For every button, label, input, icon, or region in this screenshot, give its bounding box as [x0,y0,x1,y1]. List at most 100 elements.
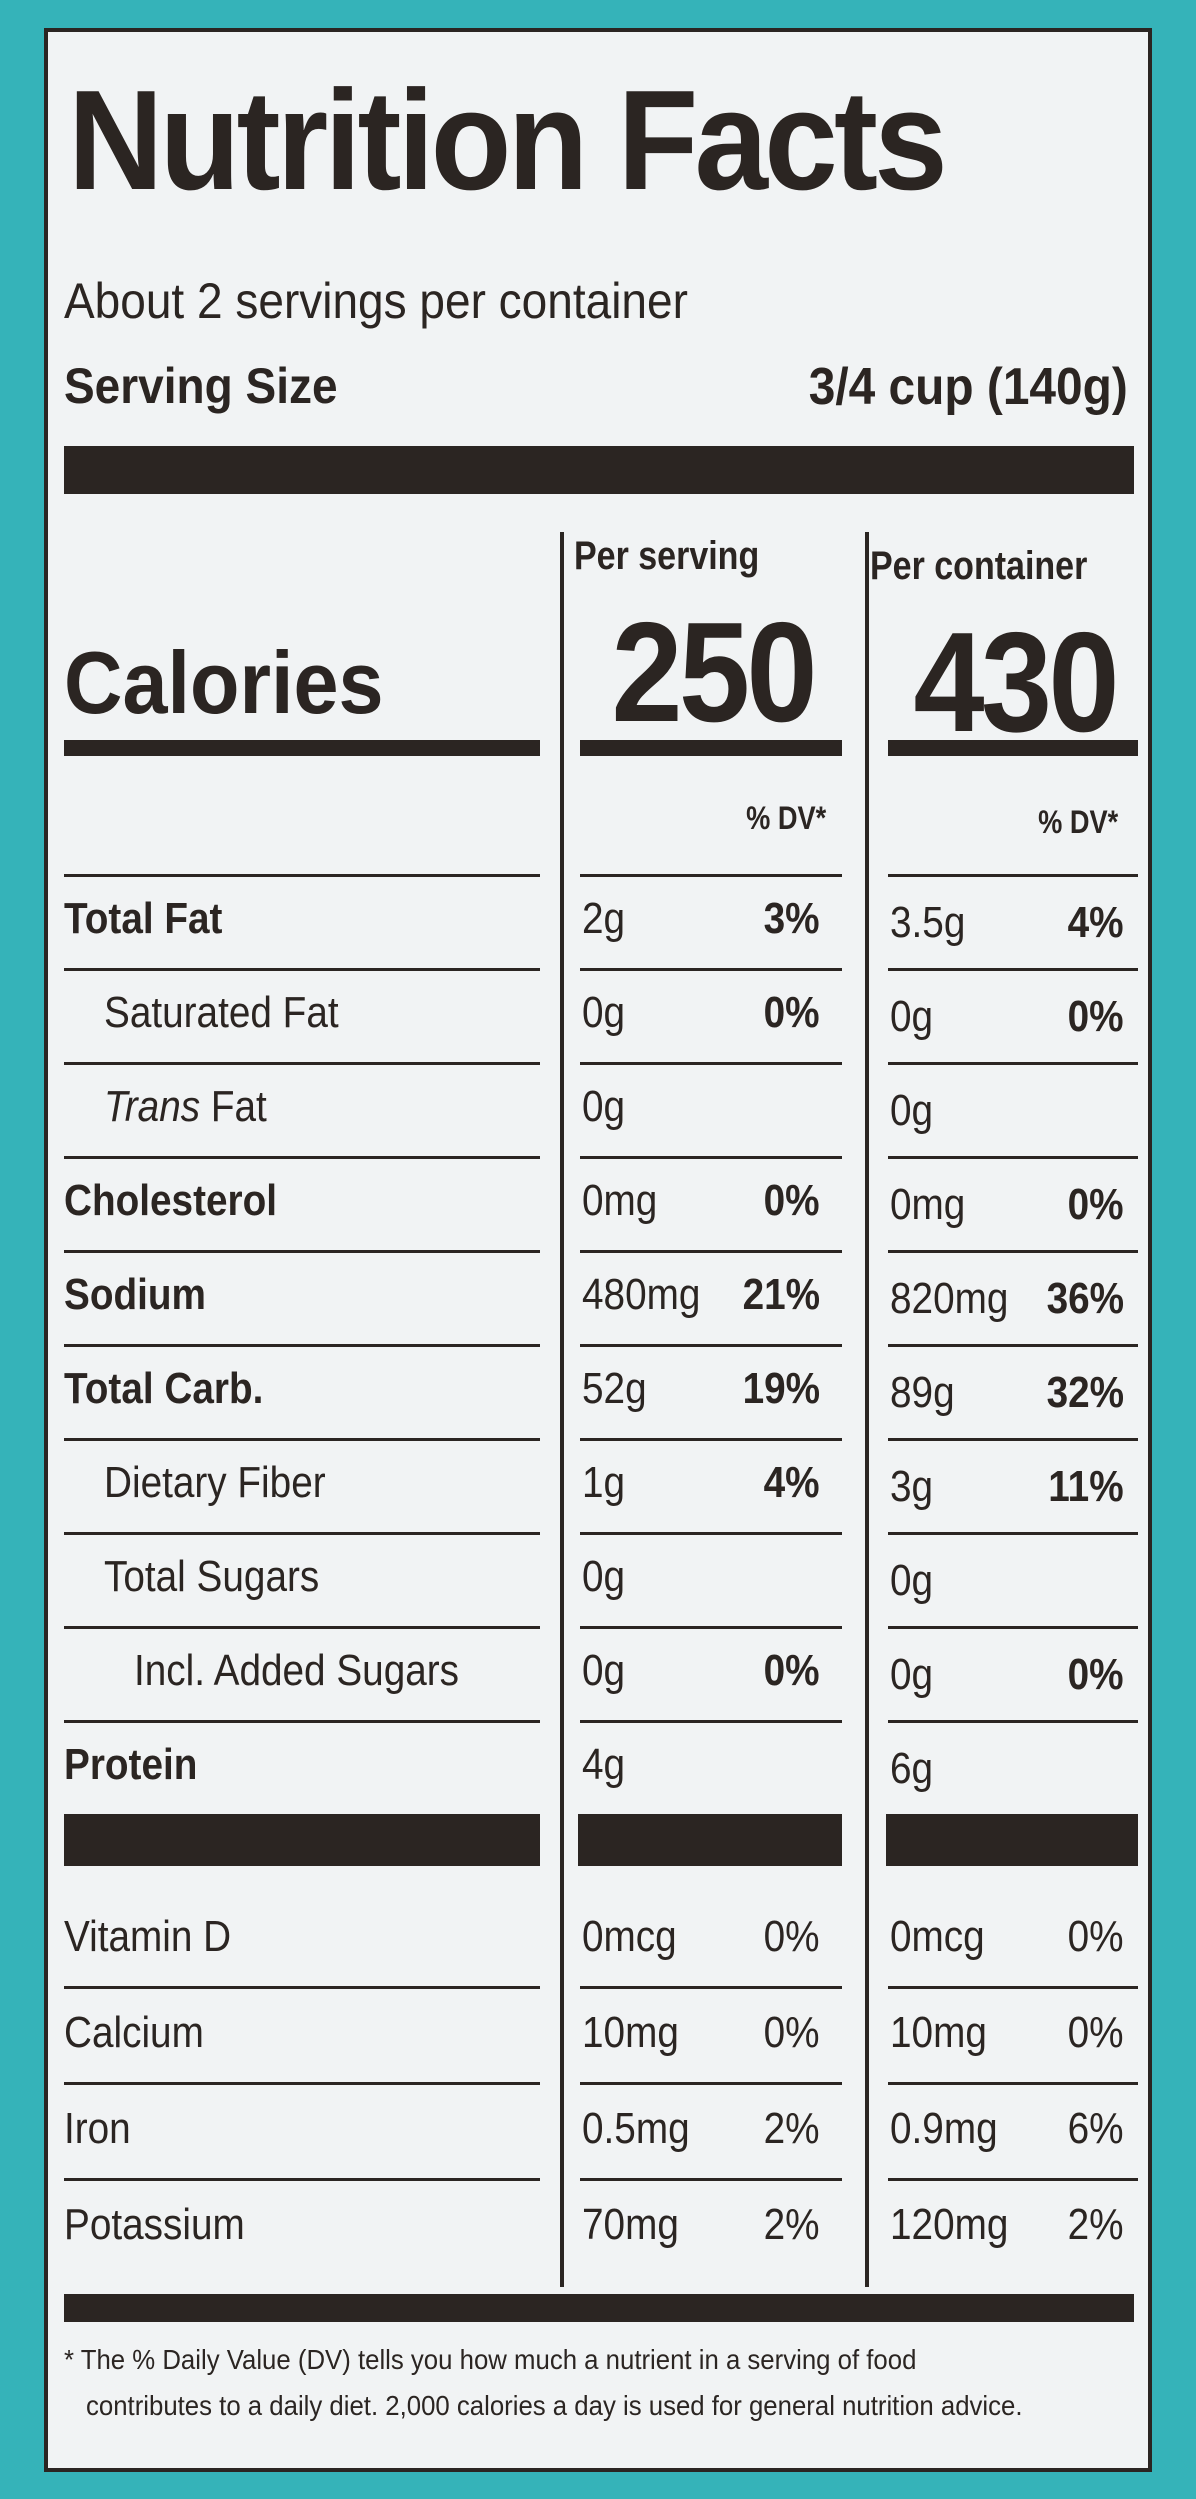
dv-header-serving: % DV* [745,800,826,836]
vitamin-label: Iron [64,2104,131,2153]
row-divider [580,1344,842,1347]
nutrient-label-text: Cholesterol [64,1176,278,1225]
thick-divider-vitamins-serving [578,1814,842,1866]
nutrition-facts-panel: Nutrition Facts About 2 servings per con… [44,28,1152,2472]
servings-per-container: About 2 servings per container [64,273,688,329]
container-amount: 3.5g [890,898,966,947]
serving-size-value: 3/4 cup (140g) [808,358,1128,416]
row-divider [888,1062,1138,1065]
row-divider [580,968,842,971]
container-dv: 0% [1068,1180,1124,1229]
serving-dv: 0% [764,1646,820,1695]
nutrient-label-text: Fat [200,1082,267,1131]
container-amount: 820mg [890,1274,1009,1323]
row-divider [888,874,1138,877]
container-dv: 0% [1068,1650,1124,1699]
serving-dv: 19% [742,1364,820,1413]
container-dv: 0% [1068,2008,1124,2057]
container-amount: 3g [890,1462,934,1511]
calories-label: Calories [64,633,384,732]
serving-dv: 2% [764,2104,820,2153]
nutrient-label-italic: Trans [104,1082,201,1131]
nutrient-label-text: Total Carb. [64,1364,264,1413]
footnote-line-2: contributes to a daily diet. 2,000 calor… [86,2390,1023,2421]
panel-title: Nutrition Facts [68,61,948,220]
container-amount: 0g [890,992,934,1041]
serving-dv: 21% [742,1270,820,1319]
row-divider [64,1344,540,1347]
nutrient-label: Dietary Fiber [104,1458,326,1508]
row-divider [64,1438,540,1441]
container-amount: 0g [890,1556,934,1605]
serving-amount: 1g [582,1458,626,1507]
serving-amount: 4g [582,1740,626,1789]
column-divider-right [865,532,869,2287]
row-divider [580,1062,842,1065]
calories-underline-label [64,740,540,756]
calories-underline-container [888,740,1138,756]
container-dv: 4% [1068,898,1124,947]
vitamin-label: Vitamin D [64,1912,232,1961]
row-divider [888,1532,1138,1535]
thick-divider-vitamins-label [64,1814,540,1866]
nutrient-label: Total Carb. [64,1364,263,1414]
per-container-header: Per container [870,544,1088,588]
serving-dv: 0% [764,1912,820,1961]
container-amount: 6g [890,1744,934,1793]
dv-header-container: % DV* [1037,804,1118,840]
serving-amount: 2g [582,894,626,943]
serving-amount: 0.5mg [582,2104,690,2153]
row-divider [888,1438,1138,1441]
serving-dv: 0% [764,1176,820,1225]
container-amount: 0g [890,1086,934,1135]
row-divider [580,1438,842,1441]
nutrient-label: Protein [64,1740,197,1790]
row-divider [64,968,540,971]
calories-per-container: 430 [913,603,1120,762]
nutrient-label: Cholesterol [64,1176,277,1226]
column-divider-left [560,532,564,2287]
per-serving-header: Per serving [574,534,760,578]
row-divider [888,1986,1138,1989]
serving-amount: 52g [582,1364,647,1413]
row-divider [888,2082,1138,2085]
row-divider [580,1720,842,1723]
row-divider [580,1156,842,1159]
nutrient-label: Total Fat [64,894,222,944]
serving-size-label: Serving Size [64,358,338,414]
vitamin-label: Potassium [64,2200,245,2249]
container-amount: 10mg [890,2008,987,2057]
calories-per-serving: 250 [611,593,818,752]
row-divider [64,1532,540,1535]
row-divider [64,2082,540,2085]
nutrient-label-text: Incl. Added Sugars [134,1646,460,1695]
nutrient-label-text: Total Sugars [104,1552,320,1601]
container-amount: 0.9mg [890,2104,998,2153]
container-dv: 0% [1068,1912,1124,1961]
row-divider [580,2178,842,2181]
row-divider [64,1720,540,1723]
container-dv: 32% [1046,1368,1124,1417]
serving-amount: 0g [582,1552,626,1601]
serving-amount: 0g [582,1646,626,1695]
thick-divider-top [64,446,1134,494]
container-dv: 11% [1048,1462,1124,1511]
nutrient-label-text: Protein [64,1740,198,1789]
row-divider [888,1344,1138,1347]
container-dv: 2% [1068,2200,1124,2249]
nutrient-label: Incl. Added Sugars [134,1646,459,1696]
container-dv: 36% [1046,1274,1124,1323]
row-divider [64,2178,540,2181]
row-divider [580,1250,842,1253]
container-amount: 0mg [890,1180,966,1229]
row-divider [64,1250,540,1253]
serving-dv: 4% [764,1458,820,1507]
row-divider [888,968,1138,971]
row-divider [580,874,842,877]
container-amount: 89g [890,1368,955,1417]
thick-divider-bottom [64,2294,1134,2322]
container-amount: 0g [890,1650,934,1699]
container-amount: 0mcg [890,1912,985,1961]
footnote-line-1: * The % Daily Value (DV) tells you how m… [64,2344,917,2375]
serving-amount: 0g [582,988,626,1037]
